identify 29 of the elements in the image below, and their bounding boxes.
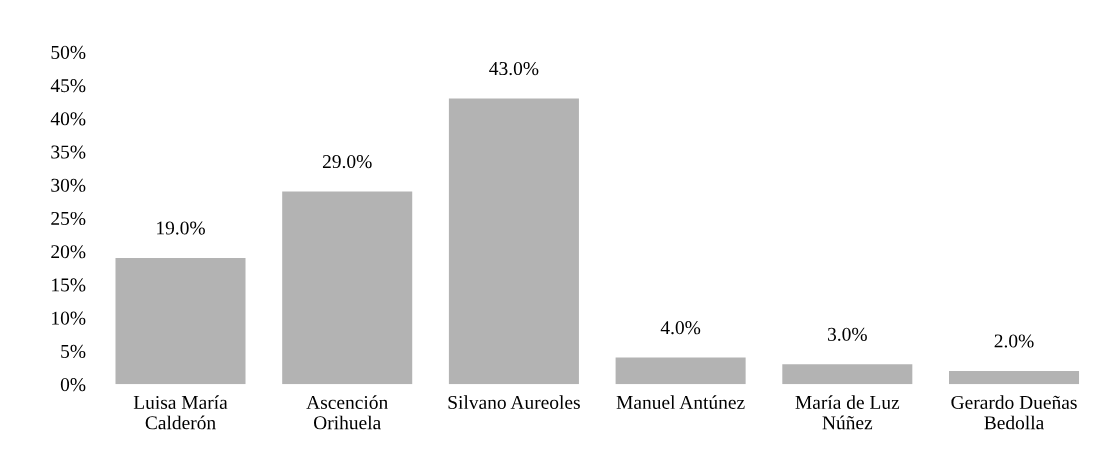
bar xyxy=(448,98,579,385)
y-tick-label: 50% xyxy=(51,45,86,59)
y-tick-label: 10% xyxy=(52,311,86,325)
x-tick-label: Ascención Orihuela xyxy=(306,395,388,430)
bar xyxy=(115,257,246,385)
bar xyxy=(615,357,746,385)
bar xyxy=(949,370,1080,385)
y-tick-label: 25% xyxy=(51,211,86,226)
x-tick-label: Manuel Antúnez xyxy=(616,395,745,409)
y-tick-label: 20% xyxy=(51,245,86,259)
x-tick-label: Silvano Aureoles xyxy=(448,395,580,409)
y-tick-label: 5% xyxy=(61,344,86,358)
x-tick-label: Gerardo Dueñas Bedolla xyxy=(951,395,1077,430)
data-label: 3.0% xyxy=(828,327,867,341)
data-label: 43.0% xyxy=(489,61,539,76)
y-tick-label: 45% xyxy=(50,79,86,93)
y-tick-label: 35% xyxy=(51,145,86,159)
x-tick-label: Luisa María Calderón xyxy=(133,395,228,430)
y-tick-label: 30% xyxy=(51,178,86,192)
bar xyxy=(782,364,913,385)
data-label: 19.0% xyxy=(157,221,205,235)
x-tick-label: María de Luz Núñez xyxy=(795,395,900,430)
y-tick-label: 40% xyxy=(50,112,86,126)
y-tick-label: 15% xyxy=(52,278,86,292)
data-label: 29.0% xyxy=(322,155,372,169)
data-label: 2.0% xyxy=(994,334,1034,348)
data-label: 4.0% xyxy=(660,321,701,335)
y-tick-label: 0% xyxy=(60,378,86,392)
bar xyxy=(282,191,413,385)
